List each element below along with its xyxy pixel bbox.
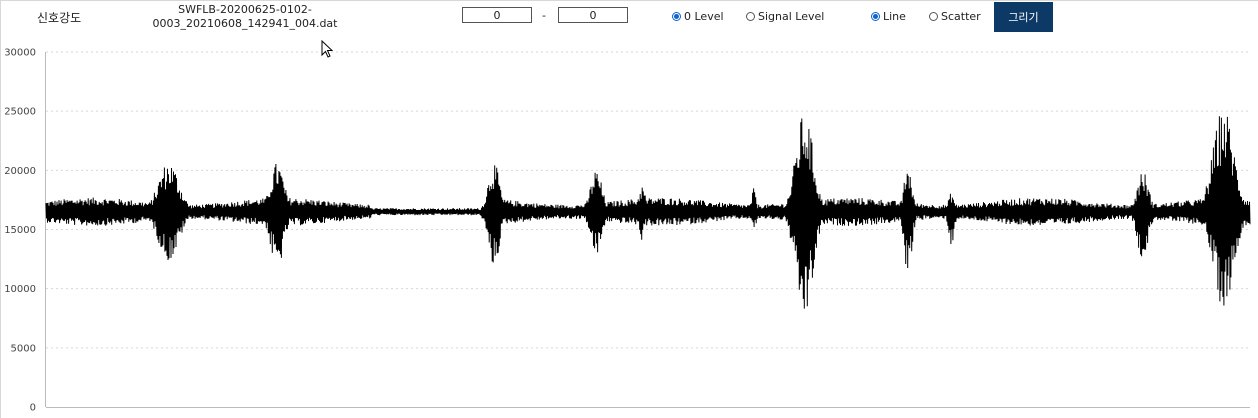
y-axis: 0 5000 10000 15000 20000 25000 30000 <box>4 48 1250 414</box>
range-separator: - <box>542 9 546 22</box>
scatter-option[interactable]: Scatter <box>929 10 981 23</box>
chart-grid <box>46 51 1250 349</box>
mouse-cursor-icon <box>321 40 334 58</box>
file-name: SWFLB-20200625-0102- 0003_20210608_14294… <box>150 3 340 31</box>
range-end-input[interactable] <box>558 7 628 23</box>
zero-level-option[interactable]: 0 Level <box>672 10 724 23</box>
y-tick-label: 10000 <box>4 284 36 295</box>
signal-chart: 0 5000 10000 15000 20000 25000 30000 <box>4 48 1251 414</box>
y-tick-label: 20000 <box>4 166 36 177</box>
y-tick-label: 30000 <box>4 48 36 59</box>
signal-level-option[interactable]: Signal Level <box>746 10 824 23</box>
y-tick-label: 15000 <box>4 225 36 236</box>
line-radio[interactable] <box>871 12 880 21</box>
chart-title: 신호강도 <box>37 11 82 25</box>
zero-level-label: 0 Level <box>684 10 724 23</box>
signal-trace <box>45 116 1251 309</box>
file-name-line-1: SWFLB-20200625-0102- <box>178 3 312 16</box>
signal-level-label: Signal Level <box>758 10 825 23</box>
file-name-line-2: 0003_20210608_142941_004.dat <box>152 17 338 30</box>
scatter-label: Scatter <box>941 10 981 23</box>
signal-level-radio[interactable] <box>746 12 755 21</box>
range-start-input[interactable] <box>462 7 532 23</box>
scatter-radio[interactable] <box>929 12 938 21</box>
line-option[interactable]: Line <box>871 10 906 23</box>
draw-button[interactable]: 그리기 <box>994 2 1053 32</box>
y-tick-label: 5000 <box>11 343 36 354</box>
zero-level-radio[interactable] <box>672 12 681 21</box>
y-tick-label: 0 <box>30 403 36 414</box>
y-tick-label: 25000 <box>4 107 36 118</box>
line-label: Line <box>883 10 906 23</box>
